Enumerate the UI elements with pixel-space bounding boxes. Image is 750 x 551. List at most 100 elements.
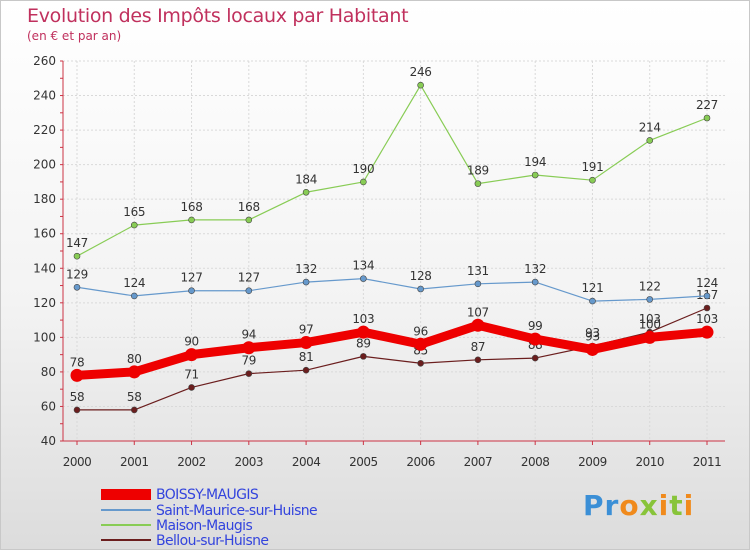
logo-letter-i2: i bbox=[683, 489, 695, 522]
chart-title: Evolution des Impôts locaux par Habitant bbox=[27, 5, 409, 27]
data-point-boissy-maugis bbox=[528, 332, 542, 346]
series-line-2 bbox=[76, 278, 708, 302]
data-point-series-0 bbox=[245, 370, 253, 377]
legend-label-boissy-maugis: BOISSY-MAUGIS bbox=[156, 487, 259, 503]
data-point-series-1 bbox=[474, 180, 482, 187]
x-tick-label: 2010 bbox=[635, 455, 664, 469]
data-point-series-2 bbox=[73, 283, 81, 291]
data-point-boissy-maugis bbox=[700, 325, 714, 339]
data-label-series-2: 129 bbox=[66, 267, 88, 281]
data-point-series-1 bbox=[360, 178, 367, 186]
data-point-series-2 bbox=[302, 278, 310, 286]
legend-label-saint-maurice-sur-huisne: Saint-Maurice-sur-Huisne bbox=[156, 503, 318, 519]
data-label-series-2: 121 bbox=[581, 281, 603, 295]
y-tick-label: 60 bbox=[41, 399, 56, 413]
data-label-series-1: 214 bbox=[639, 120, 661, 134]
data-label-series-1: 194 bbox=[524, 155, 546, 169]
data-label-series-0: 89 bbox=[356, 336, 371, 350]
data-point-series-1 bbox=[73, 252, 81, 260]
data-label-series-3: 103 bbox=[696, 312, 718, 326]
logo-letter-x: x bbox=[639, 489, 659, 522]
data-label-series-1: 184 bbox=[295, 172, 317, 186]
x-tick-label: 2002 bbox=[177, 455, 206, 469]
y-tick-label: 200 bbox=[33, 158, 56, 172]
data-label-series-1: 168 bbox=[238, 200, 260, 214]
x-tick-label: 2011 bbox=[693, 455, 722, 469]
logo-letter-i: i bbox=[658, 489, 670, 522]
data-point-boissy-maugis bbox=[127, 365, 141, 379]
data-point-boissy-maugis bbox=[471, 318, 485, 332]
data-point-boissy-maugis bbox=[185, 348, 199, 362]
data-point-series-0 bbox=[360, 353, 367, 360]
series-line-1 bbox=[76, 84, 708, 257]
data-label-series-1: 227 bbox=[696, 98, 718, 112]
data-label-series-2: 122 bbox=[639, 279, 661, 293]
data-point-series-0 bbox=[73, 406, 81, 414]
data-point-series-0 bbox=[703, 304, 711, 312]
x-tick-label: 2003 bbox=[235, 455, 264, 469]
data-label-series-0: 93 bbox=[585, 326, 600, 340]
data-label-series-0: 103 bbox=[639, 312, 661, 326]
data-point-series-2 bbox=[417, 285, 424, 293]
data-label-series-1: 165 bbox=[123, 205, 145, 219]
data-point-series-2 bbox=[589, 297, 596, 305]
data-label-series-0: 58 bbox=[70, 390, 85, 404]
data-label-series-3: 107 bbox=[467, 305, 489, 319]
data-label-series-2: 127 bbox=[238, 271, 260, 285]
data-label-series-2: 128 bbox=[410, 269, 432, 283]
y-tick-label: 40 bbox=[41, 434, 56, 448]
x-tick-label: 2008 bbox=[521, 455, 550, 469]
data-label-series-3: 100 bbox=[639, 317, 661, 331]
data-point-series-1 bbox=[417, 81, 424, 89]
data-point-boissy-maugis bbox=[585, 342, 599, 356]
data-point-series-0 bbox=[130, 406, 138, 414]
data-label-series-3: 78 bbox=[70, 355, 85, 369]
x-tick-label: 2000 bbox=[63, 455, 92, 469]
data-point-series-0 bbox=[302, 366, 310, 374]
data-label-series-0: 79 bbox=[241, 354, 256, 368]
y-tick-label: 120 bbox=[33, 296, 56, 310]
data-point-boissy-maugis bbox=[643, 330, 657, 344]
data-label-series-3: 90 bbox=[184, 335, 199, 349]
data-label-series-1: 190 bbox=[352, 162, 374, 176]
data-label-series-1: 168 bbox=[181, 200, 203, 214]
data-label-series-2: 134 bbox=[352, 259, 374, 273]
chart-subtitle: (en € et par an) bbox=[27, 29, 122, 43]
data-label-series-0: 58 bbox=[127, 390, 142, 404]
x-tick-label: 2004 bbox=[292, 455, 321, 469]
data-point-series-2 bbox=[703, 292, 711, 300]
data-point-series-0 bbox=[531, 354, 539, 362]
data-label-series-2: 132 bbox=[524, 262, 546, 276]
x-tick-label: 2005 bbox=[349, 455, 378, 469]
y-tick-label: 260 bbox=[33, 54, 56, 68]
data-label-series-3: 96 bbox=[413, 324, 428, 338]
data-point-series-1 bbox=[589, 176, 596, 184]
data-point-series-2 bbox=[188, 287, 195, 295]
data-point-series-0 bbox=[417, 359, 424, 367]
y-tick-label: 80 bbox=[41, 365, 56, 379]
data-point-boissy-maugis bbox=[356, 325, 370, 339]
data-label-series-3: 93 bbox=[585, 329, 600, 343]
data-label-series-2: 124 bbox=[123, 276, 145, 290]
data-label-series-2: 132 bbox=[295, 262, 317, 276]
legend-swatch-maison-maugis bbox=[101, 524, 151, 526]
data-point-series-1 bbox=[531, 171, 539, 179]
data-label-series-3: 94 bbox=[241, 328, 256, 342]
data-point-series-1 bbox=[646, 137, 654, 144]
data-label-series-0: 81 bbox=[299, 350, 314, 364]
data-label-series-0: 87 bbox=[471, 340, 486, 354]
y-tick-label: 220 bbox=[33, 123, 56, 137]
logo-letter-t: t bbox=[669, 489, 684, 522]
plot-area bbox=[63, 61, 725, 441]
data-point-series-0 bbox=[474, 356, 482, 364]
data-point-series-0 bbox=[188, 384, 195, 391]
logo-letter-r: r bbox=[604, 489, 620, 522]
data-point-series-2 bbox=[474, 280, 482, 288]
x-tick-label: 2001 bbox=[120, 455, 149, 469]
proxiti-logo: Proxiti bbox=[583, 489, 694, 522]
data-point-boissy-maugis bbox=[242, 341, 256, 355]
data-label-series-1: 246 bbox=[410, 65, 432, 79]
data-point-series-1 bbox=[302, 188, 310, 196]
